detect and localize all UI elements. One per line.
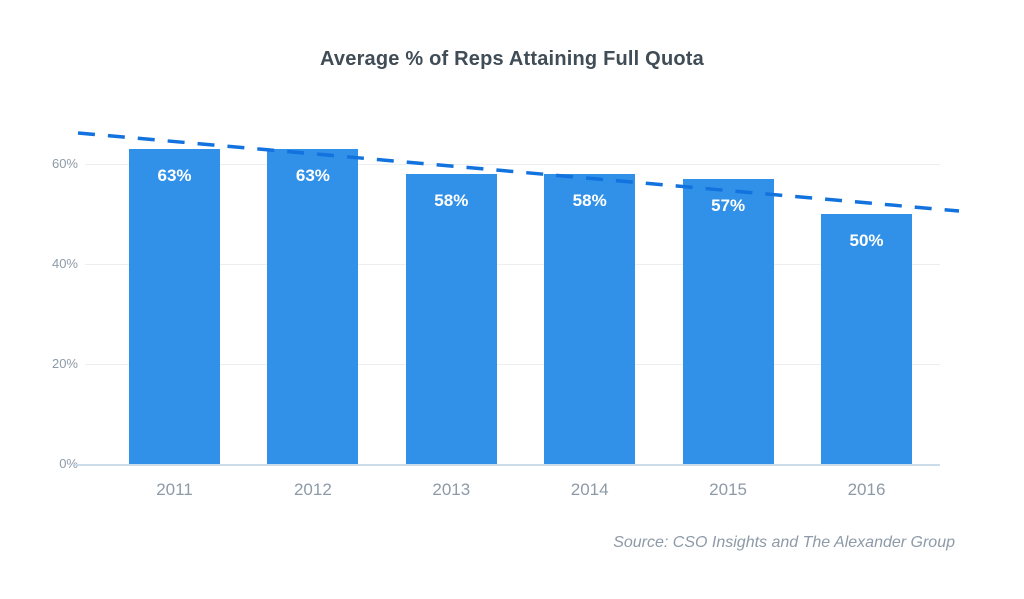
- y-tick-label: 20%: [51, 356, 78, 371]
- source-note: Source: CSO Insights and The Alexander G…: [613, 534, 955, 551]
- x-tick-label: 2013: [432, 480, 471, 499]
- y-tick-label: 40%: [51, 256, 78, 271]
- bar: [267, 149, 359, 464]
- bar-value-label: 57%: [711, 196, 746, 215]
- bar: [544, 174, 636, 464]
- chart-title: Average % of Reps Attaining Full Quota: [320, 48, 704, 70]
- gridline: [85, 363, 940, 365]
- bar: [405, 174, 497, 464]
- x-tick-label: 2014: [570, 480, 609, 499]
- bar-value-label: 63%: [157, 166, 192, 185]
- bar-value-label: 50%: [849, 231, 884, 250]
- x-tick-label: 2015: [709, 480, 747, 499]
- x-tick-label: 2011: [156, 480, 193, 499]
- x-tick-label: 2016: [847, 480, 886, 499]
- y-tick-label: 60%: [51, 156, 78, 171]
- bar: [129, 149, 220, 464]
- bar-value-label: 63%: [295, 166, 330, 185]
- bar-value-label: 58%: [434, 191, 469, 210]
- bar: [682, 179, 774, 464]
- gridline: [85, 263, 940, 265]
- bar: [821, 214, 912, 464]
- y-tick-label: 0%: [59, 456, 78, 471]
- x-axis-line: [75, 464, 940, 466]
- x-tick-label: 2012: [293, 480, 332, 499]
- bar-value-label: 58%: [572, 191, 607, 210]
